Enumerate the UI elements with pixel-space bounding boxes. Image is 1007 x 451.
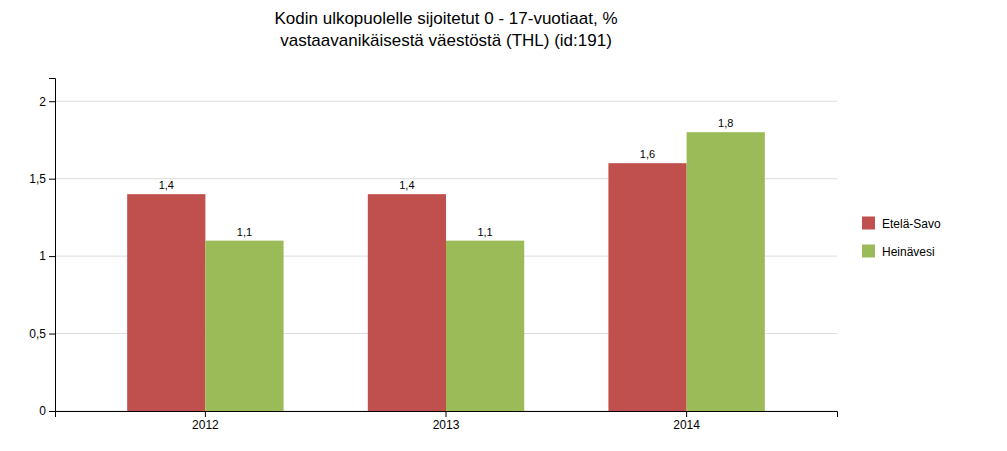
- x-tick: [205, 411, 206, 417]
- y-tick: [49, 256, 55, 257]
- bar: [446, 241, 524, 411]
- grid: [55, 101, 837, 411]
- y-tick: [49, 101, 55, 102]
- y-tick-label: 1: [39, 249, 46, 263]
- legend-item: Etelä-Savo: [862, 217, 941, 231]
- bars: [127, 132, 765, 411]
- series: [127, 163, 686, 411]
- x-axis: 2012 2013 2014: [56, 411, 838, 432]
- data-label: 1,4: [399, 179, 414, 191]
- bar: [368, 194, 446, 411]
- legend-label: Heinävesi: [882, 245, 935, 259]
- legend-label: Etelä-Savo: [882, 217, 941, 231]
- chart: Kodin ulkopuolelle sijoitetut 0 - 17-vuo…: [0, 0, 1007, 451]
- data-label: 1,1: [237, 226, 252, 238]
- y-tick: [49, 179, 55, 180]
- y-tick: [49, 334, 55, 335]
- legend-item: Heinävesi: [862, 245, 935, 259]
- data-labels: 1,4 1,4 1,6 1,1 1,1 1,8: [159, 117, 734, 237]
- y-tick-group: 0,5: [29, 327, 55, 341]
- y-axis-line: [49, 79, 56, 412]
- x-tick: [686, 411, 687, 417]
- title: Kodin ulkopuolelle sijoitetut 0 - 17-vuo…: [274, 9, 617, 50]
- y-tick-group: 2: [39, 95, 55, 109]
- y-tick-group: 1,5: [29, 172, 55, 186]
- y-tick: [49, 411, 55, 412]
- x-tick-label: 2014: [673, 418, 700, 432]
- x-tick-group: 2014: [673, 411, 700, 432]
- data-label: 1,6: [640, 148, 655, 160]
- bar: [608, 163, 686, 411]
- y-axis: 0 0,5 1 1,5 2: [29, 79, 55, 419]
- y-tick-label: 0,5: [29, 327, 46, 341]
- x-tick-group: 2013: [433, 411, 460, 432]
- x-axis-line: [56, 412, 838, 418]
- grid-line: [55, 101, 837, 102]
- title-line: vastaavanikäisestä väestöstä (THL) (id:1…: [280, 31, 612, 50]
- y-tick-group: 1: [39, 249, 55, 263]
- legend: Etelä-Savo Heinävesi: [862, 217, 941, 259]
- y-tick-label: 0: [39, 404, 46, 418]
- x-tick-group: 2012: [192, 411, 219, 432]
- data-label: 1,1: [477, 226, 492, 238]
- title-line: Kodin ulkopuolelle sijoitetut 0 - 17-vuo…: [274, 9, 617, 28]
- bar: [127, 194, 205, 411]
- y-tick-label: 2: [39, 95, 46, 109]
- bar: [205, 241, 283, 411]
- y-tick-group: 0: [39, 404, 55, 418]
- data-label: 1,4: [159, 179, 174, 191]
- legend-swatch: [862, 217, 875, 230]
- legend-swatch: [862, 245, 875, 258]
- bar: [687, 132, 765, 411]
- series: [205, 132, 764, 411]
- plot: 1,4 1,4 1,6 1,1 1,1 1,8 2012 2013 2014 0 0,5 1 1,5 2: [29, 79, 837, 432]
- x-tick-label: 2013: [433, 418, 460, 432]
- x-tick-label: 2012: [192, 418, 219, 432]
- y-tick-label: 1,5: [29, 172, 46, 186]
- data-label: 1,8: [718, 117, 733, 129]
- x-tick: [446, 411, 447, 417]
